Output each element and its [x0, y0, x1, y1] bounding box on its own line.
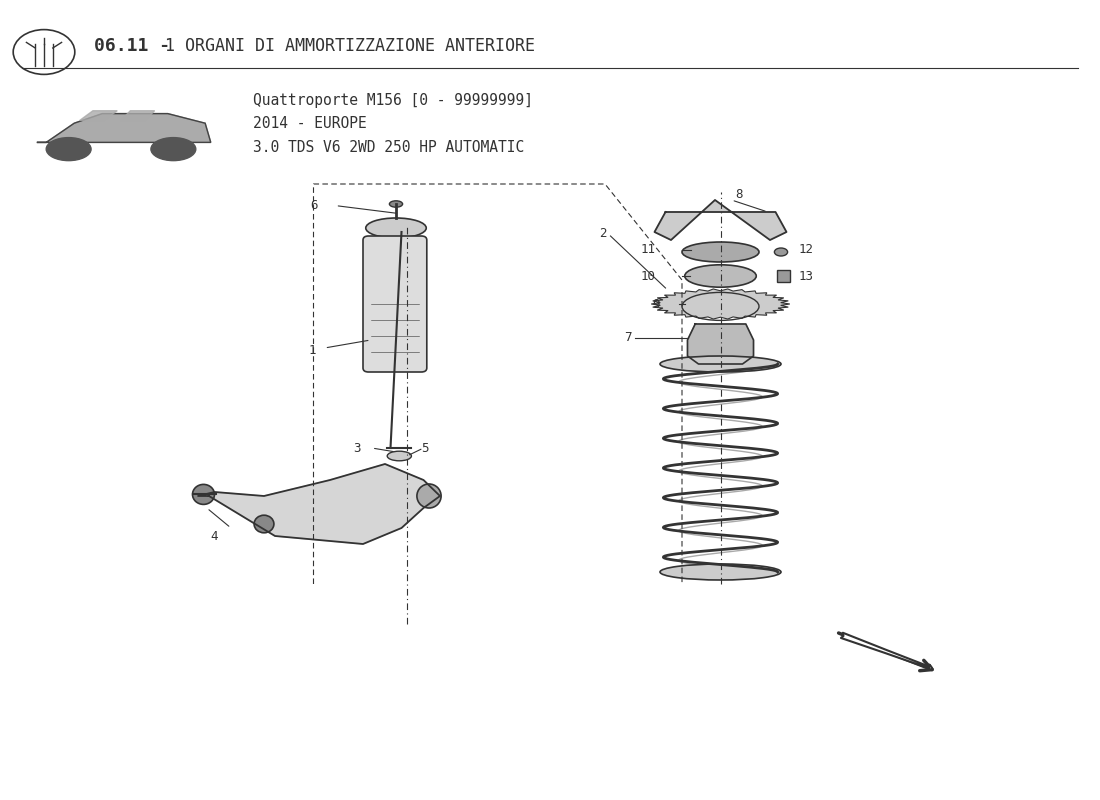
Text: 2: 2: [600, 227, 607, 240]
Text: 3.0 TDS V6 2WD 250 HP AUTOMATIC: 3.0 TDS V6 2WD 250 HP AUTOMATIC: [253, 141, 525, 155]
Ellipse shape: [192, 484, 215, 504]
Text: 5: 5: [421, 442, 429, 454]
Text: 3: 3: [353, 442, 361, 454]
Polygon shape: [777, 270, 790, 282]
Text: Quattroporte M156 [0 - 99999999]: Quattroporte M156 [0 - 99999999]: [253, 93, 534, 107]
Text: 2014 - EUROPE: 2014 - EUROPE: [253, 117, 366, 131]
Text: 8: 8: [735, 188, 743, 201]
Text: 12: 12: [799, 243, 814, 256]
Ellipse shape: [774, 248, 788, 256]
Ellipse shape: [254, 515, 274, 533]
Ellipse shape: [389, 201, 403, 207]
Text: 11: 11: [640, 243, 656, 256]
Text: 7: 7: [624, 331, 631, 344]
Text: 13: 13: [799, 270, 814, 282]
Ellipse shape: [682, 242, 759, 262]
Text: 06.11 -: 06.11 -: [94, 37, 180, 54]
Ellipse shape: [387, 451, 411, 461]
Text: 1 ORGANI DI AMMORTIZZAZIONE ANTERIORE: 1 ORGANI DI AMMORTIZZAZIONE ANTERIORE: [165, 37, 535, 54]
Text: 1: 1: [308, 344, 316, 357]
Polygon shape: [688, 324, 754, 364]
FancyBboxPatch shape: [363, 236, 427, 372]
Ellipse shape: [660, 564, 781, 580]
Ellipse shape: [660, 356, 781, 372]
Text: 10: 10: [640, 270, 656, 282]
Ellipse shape: [684, 265, 757, 287]
Ellipse shape: [417, 484, 441, 508]
Polygon shape: [198, 464, 440, 544]
Ellipse shape: [365, 218, 427, 238]
Text: 9: 9: [652, 298, 660, 310]
Text: 6: 6: [310, 199, 318, 212]
Polygon shape: [651, 289, 790, 319]
Text: 4: 4: [211, 530, 218, 542]
Polygon shape: [654, 200, 786, 240]
